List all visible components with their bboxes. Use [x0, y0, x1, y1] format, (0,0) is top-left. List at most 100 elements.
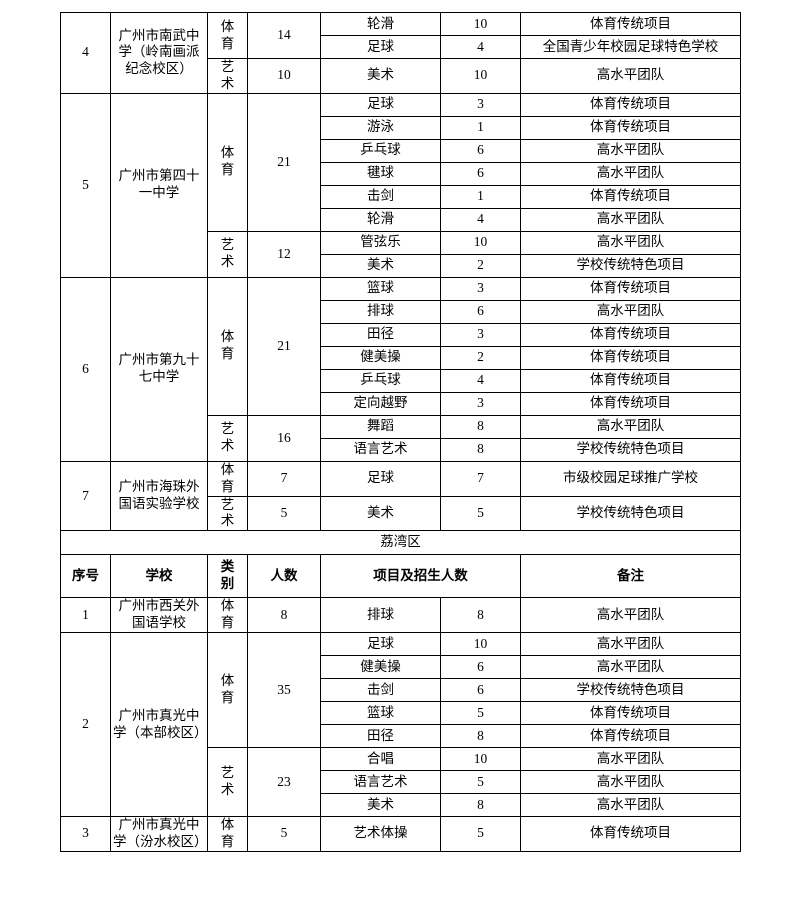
row-category-text: 体育: [220, 673, 235, 705]
row-note: 体育传统项目: [520, 701, 741, 725]
row-project-name: 健美操: [320, 655, 441, 679]
row-note: 市级校园足球推广学校: [520, 460, 741, 497]
table-row: 健美操 2 体育传统项目: [61, 345, 741, 370]
row-note: 高水平团队: [520, 230, 741, 255]
table-row: 5 广州市第四十一中学 体育 21 足球 3 体育传统项目: [60, 92, 741, 278]
row-project-count: 6: [440, 138, 521, 163]
table-row: 语言艺术 8 学校传统特色项目: [61, 437, 741, 462]
row-category-count: 21: [247, 92, 321, 232]
row-project-name: 游泳: [320, 115, 441, 140]
table-row: 艺术 23 合唱 10 高水平团队: [61, 747, 741, 817]
table-row: 3 广州市真光中学（汾水校区） 体育 5 艺术体操 5 体育传统项目: [60, 816, 741, 852]
row-note: 高水平团队: [520, 793, 741, 817]
row-category-text: 体育: [220, 18, 235, 51]
row-note: 高水平团队: [520, 161, 741, 186]
table-row: 轮滑 4 高水平团队: [61, 207, 741, 232]
row-project-name: 击剑: [320, 678, 441, 702]
table-row: 1 广州市西关外国语学校 体育 8 排球 8 高水平团队: [60, 597, 741, 633]
row-index: 4: [60, 12, 111, 94]
row-category-text: 艺术: [220, 421, 235, 454]
row-project-count: 1: [440, 184, 521, 209]
row-note: 体育传统项目: [520, 724, 741, 748]
row-project-count: 2: [440, 253, 521, 278]
table-row: 艺术 12 管弦乐 10 高水平团队: [61, 230, 741, 278]
table-row: 美术 2 学校传统特色项目: [61, 253, 741, 278]
row-note: 学校传统特色项目: [520, 437, 741, 462]
row-project-count: 5: [440, 816, 521, 852]
row-category-count: 23: [247, 747, 321, 817]
table-row: 美术 8 高水平团队: [61, 793, 741, 817]
row-project-count: 8: [440, 414, 521, 439]
row-index: 5: [60, 92, 111, 278]
row-project-count: 8: [440, 793, 521, 817]
row-category-text: 体育: [220, 145, 235, 178]
table-row: 毽球 6 高水平团队: [61, 161, 741, 186]
row-note: 体育传统项目: [520, 276, 741, 301]
row-project-count: 6: [440, 161, 521, 186]
row-note: 体育传统项目: [520, 115, 741, 140]
row-category-text: 体育: [220, 817, 235, 849]
row-project-name: 健美操: [320, 345, 441, 370]
row-category: 艺术: [207, 414, 248, 462]
row-category-text: 艺术: [220, 59, 235, 91]
row-project-name: 足球: [320, 460, 441, 497]
row-project-count: 10: [440, 230, 521, 255]
row-project-count: 6: [440, 299, 521, 324]
row-note: 高水平团队: [520, 770, 741, 794]
row-project-count: 10: [440, 747, 521, 771]
row-school-name: 广州市第九十七中学: [110, 276, 208, 462]
enrollment-table: 4 广州市南武中学（岭南画派纪念校区） 体育 14 轮滑 10 体育传统项目 足球 4 全国青少年…: [60, 12, 741, 852]
row-project-name: 语言艺术: [320, 770, 441, 794]
column-header-category: 类别: [207, 554, 248, 599]
row-category-count: 12: [247, 230, 321, 278]
row-project-name: 美术: [320, 495, 441, 532]
row-project-name: 美术: [320, 793, 441, 817]
table-row: 6 广州市第九十七中学 体育 21 篮球 3 体育传统项目: [60, 276, 741, 462]
row-project-name: 足球: [320, 632, 441, 656]
column-header-note: 备注: [520, 554, 741, 599]
table-body: 4 广州市南武中学（岭南画派纪念校区） 体育 14 轮滑 10 体育传统项目 足球 4 全国青少年…: [60, 12, 741, 852]
row-index: 2: [60, 632, 111, 817]
row-project-count: 5: [440, 701, 521, 725]
row-category: 体育: [207, 276, 248, 416]
row-note: 体育传统项目: [520, 391, 741, 416]
row-note: 体育传统项目: [520, 816, 741, 852]
column-header-row: 序号 学校 类别 人数 项目及招生人数 备注: [60, 554, 741, 599]
row-project-name: 舞蹈: [320, 414, 441, 439]
row-project-name: 乒乓球: [320, 368, 441, 393]
row-category-count: 35: [247, 632, 321, 748]
row-project-name: 毽球: [320, 161, 441, 186]
row-project-name: 合唱: [320, 747, 441, 771]
column-header-count: 人数: [247, 554, 321, 599]
row-school-name: 广州市西关外国语学校: [110, 597, 208, 633]
row-project-name: 管弦乐: [320, 230, 441, 255]
row-note: 体育传统项目: [520, 92, 741, 117]
enrollment-table-sheet: 4 广州市南武中学（岭南画派纪念校区） 体育 14 轮滑 10 体育传统项目 足球 4 全国青少年…: [60, 12, 741, 852]
row-category-text: 艺术: [220, 765, 235, 797]
district-title: 荔湾区: [60, 530, 741, 556]
row-category-count: 21: [247, 276, 321, 416]
row-index: 6: [60, 276, 111, 462]
table-row: 击剑 1 体育传统项目: [61, 184, 741, 209]
row-category: 艺术: [207, 495, 248, 532]
row-project-name: 田径: [320, 724, 441, 748]
row-note: 高水平团队: [520, 414, 741, 439]
row-note: 学校传统特色项目: [520, 678, 741, 702]
row-category-count: 16: [247, 414, 321, 462]
row-category-count: 5: [247, 495, 321, 532]
row-category-text: 体育: [220, 329, 235, 362]
row-project-name: 美术: [320, 253, 441, 278]
column-header-index: 序号: [60, 554, 111, 599]
row-project-count: 6: [440, 678, 521, 702]
row-project-name: 篮球: [320, 276, 441, 301]
row-school-name: 广州市南武中学（岭南画派纪念校区）: [110, 12, 208, 94]
row-project-count: 8: [440, 724, 521, 748]
row-project-name: 田径: [320, 322, 441, 347]
row-note: 高水平团队: [520, 58, 741, 94]
row-category: 艺术: [207, 58, 248, 94]
row-school-name: 广州市第四十一中学: [110, 92, 208, 278]
table-row: 4 广州市南武中学（岭南画派纪念校区） 体育 14 轮滑 10 体育传统项目: [60, 12, 741, 94]
row-note: 高水平团队: [520, 207, 741, 232]
row-category-text: 体育: [220, 598, 235, 631]
row-project-count: 4: [440, 207, 521, 232]
